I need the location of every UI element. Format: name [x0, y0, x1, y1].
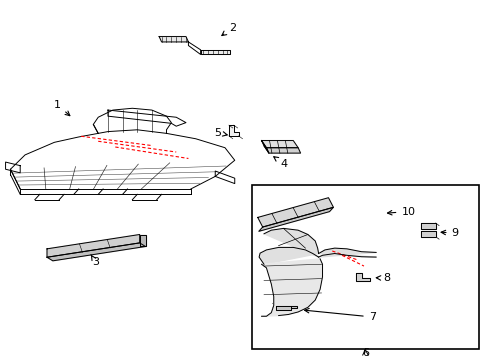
Polygon shape	[228, 125, 238, 136]
Text: 8: 8	[375, 273, 389, 283]
Polygon shape	[261, 140, 298, 148]
Polygon shape	[200, 50, 229, 54]
Polygon shape	[290, 306, 296, 308]
Polygon shape	[140, 234, 145, 247]
Text: 1: 1	[54, 100, 70, 116]
Polygon shape	[420, 231, 435, 237]
Polygon shape	[257, 198, 333, 227]
Polygon shape	[266, 148, 300, 153]
Polygon shape	[259, 228, 318, 264]
Polygon shape	[420, 223, 435, 229]
Text: 2: 2	[222, 23, 235, 36]
Polygon shape	[159, 37, 188, 42]
Text: 7: 7	[304, 309, 375, 322]
Polygon shape	[318, 248, 375, 257]
Polygon shape	[276, 306, 290, 310]
Text: 9: 9	[440, 228, 458, 238]
Text: 4: 4	[273, 157, 286, 169]
Polygon shape	[47, 243, 145, 261]
Polygon shape	[258, 207, 333, 231]
Polygon shape	[47, 234, 140, 257]
Polygon shape	[355, 273, 369, 281]
Bar	[251, 185, 478, 348]
Text: 10: 10	[386, 207, 414, 217]
Polygon shape	[261, 259, 322, 316]
Text: 6: 6	[361, 348, 368, 358]
Text: 5: 5	[213, 128, 227, 138]
Text: 3: 3	[91, 255, 99, 267]
